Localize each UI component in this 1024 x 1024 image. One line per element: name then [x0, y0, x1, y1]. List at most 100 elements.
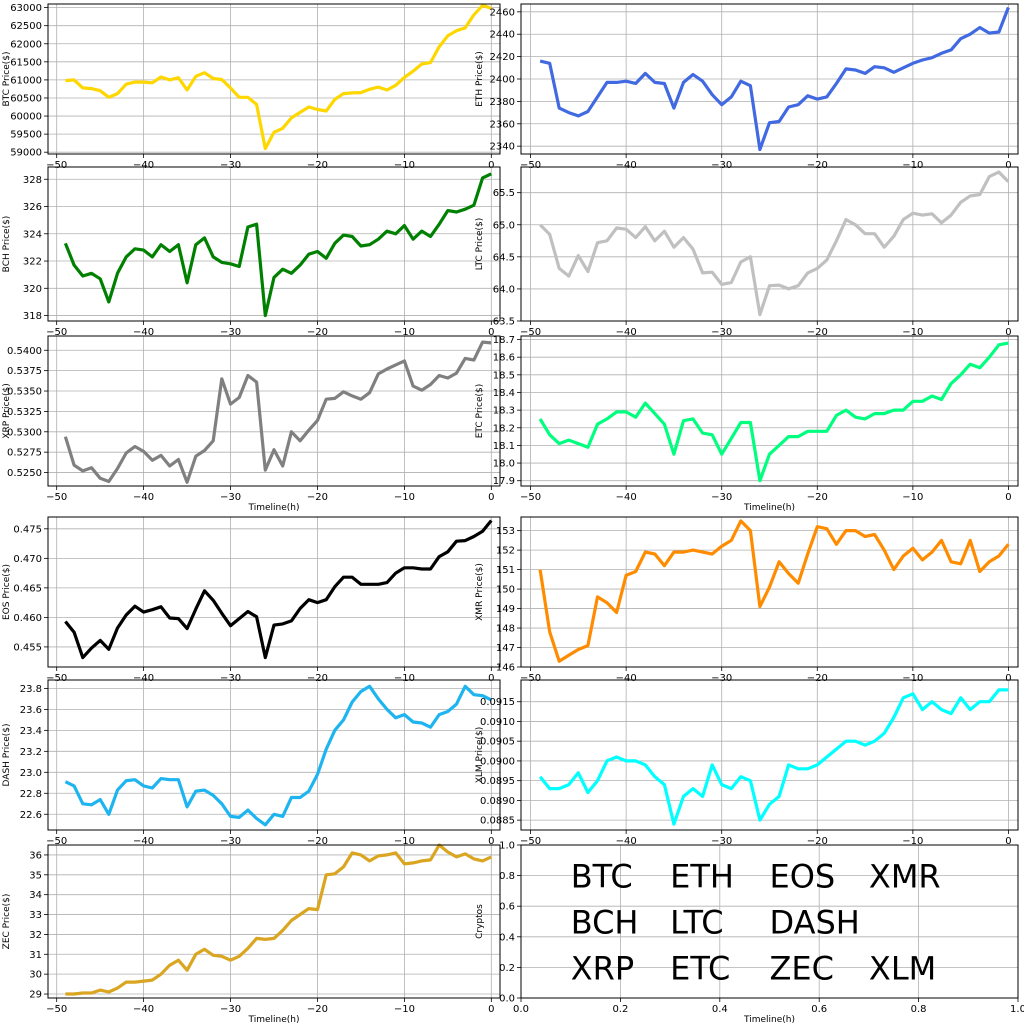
x-tick-label: −50 — [520, 492, 541, 503]
chart-panel-8: −50 −40 −30 −20 −10 0 22.6 22.8 23.0 23.2 23.4 23.6… — [2, 679, 501, 847]
x-tick-label: 0 — [1005, 673, 1011, 684]
y-tick-label: 148 — [496, 624, 515, 635]
x-tick-label: −10 — [902, 160, 923, 171]
x-tick-label: −20 — [307, 492, 328, 503]
y-tick-label: 34 — [29, 890, 42, 901]
x-axis-label: Timeline(h) — [743, 1015, 795, 1024]
chart-panel-9: −50 −40 −30 −20 −10 0 0.0885 0.0890 0.0895 0.0900… — [475, 679, 1019, 847]
x-tick-label: −40 — [133, 673, 154, 684]
x-tick-label: −30 — [711, 836, 732, 847]
y-tick-label: 2440 — [490, 30, 515, 41]
x-tick-label: 1.0 — [1010, 1004, 1024, 1015]
axes-frame — [47, 679, 501, 831]
legend-label-xlm: XLM — [869, 949, 936, 987]
x-tick-label: −30 — [711, 673, 732, 684]
y-axis-label: XMR Price($) — [475, 563, 485, 621]
x-tick-label: −50 — [46, 673, 67, 684]
x-tick-label: −20 — [807, 160, 828, 171]
series-line — [538, 519, 1010, 663]
chart-panel-11: 0.0 0.2 0.4 0.6 0.8 1.0 0.0 0.2 0.4 0.6 0.8 1.0 BTC E… — [475, 841, 1024, 1024]
x-tick-label: −10 — [902, 327, 923, 338]
series-line — [538, 341, 1009, 483]
x-tick-label: 0 — [1005, 836, 1011, 847]
x-tick-label: −40 — [616, 160, 637, 171]
series-line — [63, 340, 492, 484]
y-tick-label: 18.1 — [493, 441, 515, 452]
x-tick-label: 0 — [488, 327, 494, 338]
y-tick-label: 2400 — [490, 75, 515, 86]
y-tick-label: 18.5 — [493, 370, 515, 381]
y-tick-label: 150 — [496, 585, 515, 596]
y-tick-label: 0.5325 — [7, 407, 42, 418]
x-tick-label: −40 — [616, 836, 637, 847]
x-tick-label: −30 — [711, 492, 732, 503]
x-tick-label: −40 — [133, 160, 154, 171]
y-axis-label: Cryptos — [475, 904, 485, 939]
x-tick-label: −50 — [46, 327, 67, 338]
x-tick-label: −50 — [46, 492, 67, 503]
legend-label-xmr: XMR — [869, 858, 941, 896]
x-tick-label: −30 — [220, 673, 241, 684]
y-tick-label: 0.0905 — [480, 737, 515, 748]
y-tick-label: 18.4 — [493, 388, 515, 399]
x-tick-label: −40 — [616, 327, 637, 338]
y-tick-label: 0.5375 — [7, 366, 42, 377]
x-tick-label: −20 — [307, 327, 328, 338]
y-tick-label: 22.6 — [20, 810, 42, 821]
series-line — [538, 688, 1009, 826]
x-tick-label: −30 — [220, 1004, 241, 1015]
series-line — [64, 519, 493, 660]
x-tick-label: −20 — [307, 1004, 328, 1015]
y-tick-label: 65.5 — [493, 188, 515, 199]
y-tick-label: 320 — [23, 284, 42, 295]
y-tick-label: 23.6 — [20, 705, 42, 716]
y-tick-label: 59500 — [10, 130, 42, 141]
x-tick-label: −10 — [394, 673, 415, 684]
x-axis-label: Timeline(h) — [248, 1015, 300, 1024]
series-line — [538, 170, 1010, 317]
x-tick-label: −20 — [807, 327, 828, 338]
chart-panel-6: −50 −40 −30 −20 −10 0 0.455 0.460 0.465 0.470 0.47… — [2, 516, 501, 684]
series-line — [65, 3, 492, 151]
x-tick-label: −50 — [520, 327, 541, 338]
x-tick-label: 0 — [1005, 492, 1011, 503]
legend-label-eos: EOS — [770, 858, 836, 896]
y-tick-label: 0.0895 — [480, 776, 515, 787]
axes-frame — [520, 679, 1019, 831]
y-tick-label: 324 — [23, 229, 42, 240]
axes-frame — [47, 3, 501, 155]
series-line — [65, 843, 492, 996]
series-line — [64, 684, 492, 827]
axes-frame — [47, 516, 501, 668]
x-tick-label: 0 — [488, 492, 494, 503]
y-tick-label: 0.0890 — [480, 796, 515, 807]
x-tick-label: −50 — [46, 836, 67, 847]
y-tick-label: 151 — [496, 565, 515, 576]
x-tick-label: 0.0 — [513, 1004, 529, 1015]
y-tick-label: 60000 — [10, 112, 42, 123]
y-tick-label: 147 — [496, 643, 515, 654]
x-tick-label: −50 — [520, 673, 541, 684]
y-tick-label: 0.470 — [13, 554, 42, 565]
y-tick-label: 2340 — [490, 142, 515, 153]
y-axis-label: DASH Price($) — [2, 724, 12, 787]
y-tick-label: 32 — [29, 930, 42, 941]
y-tick-label: 33 — [29, 910, 42, 921]
y-tick-label: 0.0885 — [480, 816, 515, 827]
x-tick-label: 0 — [488, 1004, 494, 1015]
y-tick-label: 0.0910 — [480, 717, 515, 728]
y-tick-label: 0.5275 — [7, 448, 42, 459]
x-tick-label: −40 — [616, 492, 637, 503]
axes-frame — [520, 335, 1019, 487]
x-tick-label: −30 — [711, 160, 732, 171]
x-tick-label: −20 — [307, 160, 328, 171]
y-tick-label: 59000 — [10, 148, 42, 159]
y-tick-label: 322 — [23, 257, 42, 268]
x-tick-label: −10 — [902, 673, 923, 684]
legend-label-etc: ETC — [670, 949, 730, 987]
x-tick-label: 0.8 — [911, 1004, 927, 1015]
y-tick-label: 23.4 — [20, 726, 42, 737]
y-tick-label: 0.455 — [13, 642, 42, 653]
x-axis-label: Timeline(h) — [743, 503, 795, 513]
x-tick-label: −40 — [133, 492, 154, 503]
